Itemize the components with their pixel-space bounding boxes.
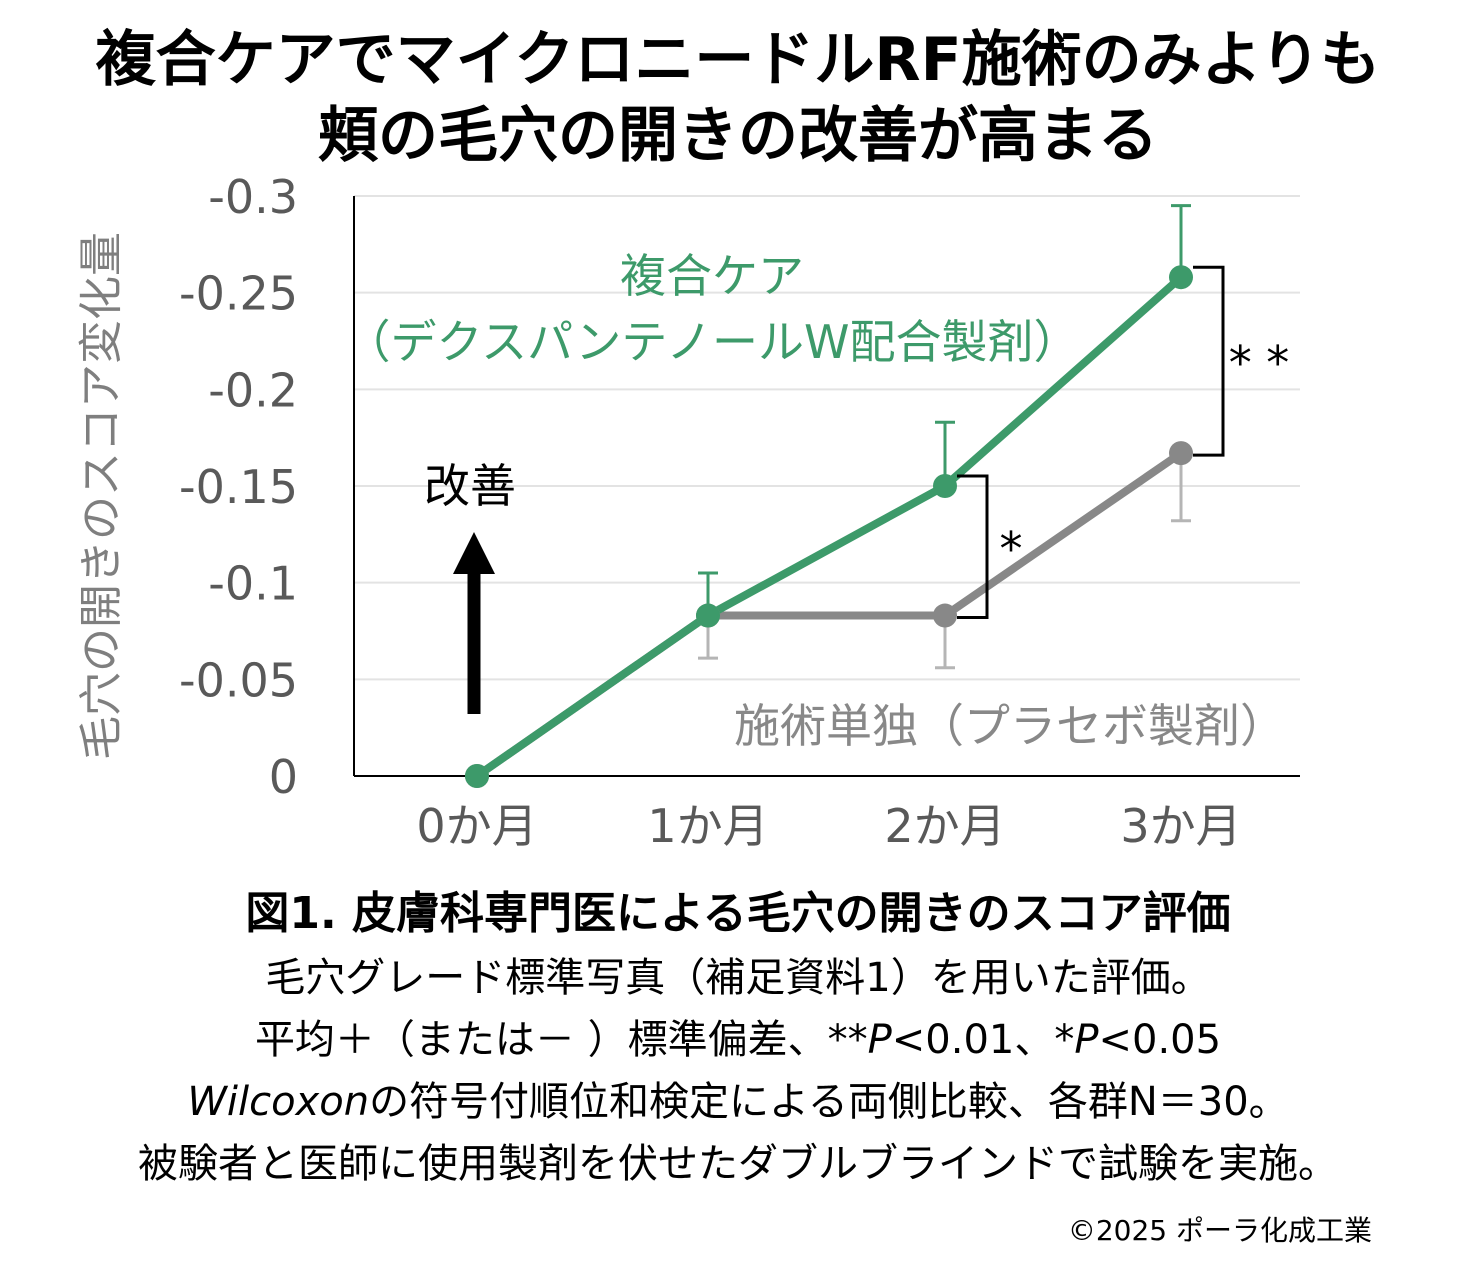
y-tick-label: -0.25 <box>179 267 298 321</box>
wilcoxon-text: Wilcoxon <box>187 1079 370 1125</box>
y-tick-label: -0.2 <box>208 363 298 417</box>
significance-bracket <box>1193 265 1225 457</box>
x-tick-label: 3か月 <box>1120 799 1241 853</box>
x-tick-labels: 0か月 1か月 2か月 3か月 <box>416 799 1241 853</box>
y-tick-label: -0.1 <box>208 557 298 611</box>
data-point-combined <box>933 474 957 498</box>
p-symbol: P <box>867 1017 892 1063</box>
x-tick-label: 0か月 <box>416 799 537 853</box>
y-tick-labels: -0.3 -0.25 -0.2 -0.15 -0.1 -0.05 0 <box>179 170 298 804</box>
gridlines <box>354 195 1300 681</box>
data-point-placebo <box>933 603 957 628</box>
significance-bracket <box>957 474 989 620</box>
arrow-head-icon <box>453 532 495 574</box>
data-point-combined <box>465 764 489 788</box>
caption-line-2c: <0.05 <box>1098 1017 1222 1063</box>
chart-title-line2: 頬の毛穴の開きの改善が高まる <box>318 101 1158 171</box>
significance-label: * * <box>1229 336 1290 390</box>
data-point-placebo <box>1169 441 1193 466</box>
x-tick-label: 1か月 <box>647 799 768 853</box>
caption-line-3: Wilcoxonの符号付順位和検定による両側比較、各群N＝30。 <box>0 1074 1476 1130</box>
legend-combined-line1: 複合ケア <box>620 249 804 303</box>
legend-combined-line2: （デクスパンテノールW配合製剤） <box>344 315 1079 369</box>
series-lines <box>474 274 1184 780</box>
y-axis-label: 毛穴の開きのスコア変化量 <box>76 232 127 760</box>
y-tick-label: -0.3 <box>208 170 298 224</box>
caption-line-1: 毛穴グレード標準写真（補足資料1）を用いた評価。 <box>265 955 1211 1001</box>
figure-caption-title: 図1. 皮膚科専門医による毛穴の開きのスコア評価 <box>245 888 1231 939</box>
line-chart: -0.3 -0.25 -0.2 -0.15 -0.1 -0.05 0 0か月 1か月 2か月 3か… <box>76 170 1300 853</box>
data-points <box>465 265 1193 788</box>
copyright-credit: ©2025 ポーラ化成工業 <box>1067 1214 1372 1247</box>
caption-line-4: 被験者と医師に使用製剤を伏せたダブルブラインドで試験を実施。 <box>138 1141 1338 1187</box>
legend-placebo: 施術単独（プラセボ製剤） <box>734 699 1286 753</box>
caption-line-2b: <0.01、* <box>891 1017 1075 1063</box>
caption-line-3-rest: の符号付順位和検定による両側比較、各群N＝30。 <box>369 1079 1289 1125</box>
data-point-combined <box>696 603 720 628</box>
p-symbol: P <box>1074 1017 1099 1063</box>
series-line-combined <box>474 274 1184 780</box>
axes <box>353 196 1300 777</box>
x-tick-label: 2か月 <box>884 799 1005 853</box>
significance-markers: * * * <box>957 265 1290 620</box>
significance-label: * <box>1000 522 1023 576</box>
y-tick-label: 0 <box>269 750 298 804</box>
improvement-arrow <box>453 532 495 714</box>
chart-title-line1: 複合ケアでマイクロニードルRF施術のみよりも <box>95 25 1381 95</box>
caption-line-2: 平均＋（または－ ）標準偏差、**P<0.01、*P<0.05 <box>0 1012 1476 1068</box>
caption-line-2a: 平均＋（または－ ）標準偏差、** <box>254 1017 868 1063</box>
data-point-combined <box>1169 265 1193 290</box>
arrow-label: 改善 <box>424 459 516 513</box>
y-tick-label: -0.05 <box>179 653 298 707</box>
y-tick-label: -0.15 <box>179 460 298 514</box>
